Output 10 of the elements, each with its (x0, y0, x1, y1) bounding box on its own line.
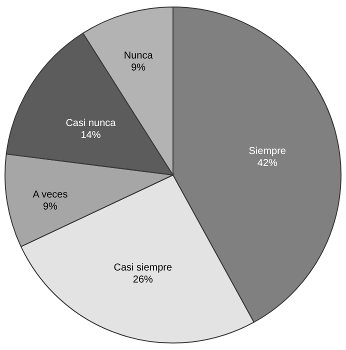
slice-label: Casi siempre (114, 262, 172, 274)
data-label: 26% (132, 274, 154, 286)
data-label: 9% (42, 201, 58, 212)
slice-label: Siempre (248, 146, 286, 157)
data-label: 14% (80, 130, 101, 141)
slice-label: Nunca (124, 50, 154, 62)
slice-label: Casi nunca (66, 118, 116, 129)
data-label: 9% (131, 62, 146, 74)
data-label: 42% (257, 158, 278, 169)
slice-label: A veces (32, 189, 68, 200)
